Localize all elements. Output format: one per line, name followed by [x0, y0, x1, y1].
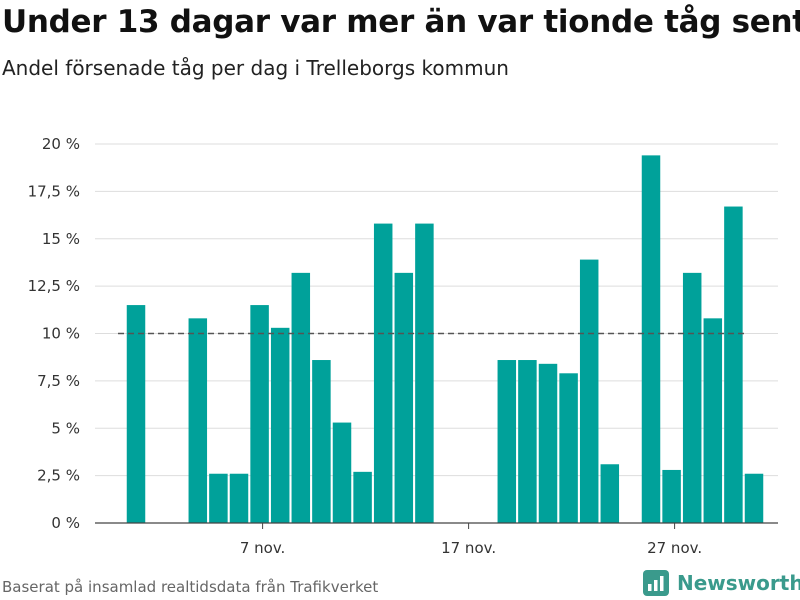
bar: [353, 471, 372, 523]
bar: [312, 360, 331, 523]
y-tick-label: 20 %: [42, 135, 80, 153]
y-tick-label: 7,5 %: [37, 372, 80, 390]
bar: [291, 272, 311, 523]
y-tick-label: 15 %: [42, 230, 80, 248]
bar: [209, 473, 228, 523]
bar: [518, 360, 537, 523]
bar: [126, 305, 146, 523]
bar: [579, 259, 599, 523]
bar: [600, 464, 620, 523]
newsworthy-chart-logo-icon: [643, 570, 669, 596]
bar: [373, 223, 393, 523]
bar: [250, 305, 269, 523]
chart-subtitle: Andel försenade tåg per dag i Trelleborg…: [2, 56, 509, 80]
x-tick-label: 7 nov.: [240, 539, 285, 557]
source-note: Baserat på insamlad realtidsdata från Tr…: [2, 578, 379, 596]
bar: [641, 155, 661, 523]
bar: [415, 223, 434, 523]
bar: [229, 473, 249, 523]
bar: [332, 422, 352, 523]
bar: [497, 360, 517, 523]
bar: [394, 272, 414, 523]
y-tick-label: 2,5 %: [37, 467, 80, 485]
bar: [559, 373, 578, 523]
chart-title: Under 13 dagar var mer än var tionde tåg…: [2, 4, 800, 40]
bar: [703, 318, 723, 523]
newsworthy-logo: Newsworthy: [643, 570, 800, 596]
bar: [538, 363, 558, 523]
y-tick-label: 0 %: [51, 514, 80, 532]
y-tick-label: 5 %: [51, 419, 80, 437]
brand-name: Newsworthy: [677, 571, 800, 595]
bar: [188, 318, 208, 523]
bar: [270, 327, 290, 523]
y-tick-label: 12,5 %: [28, 277, 80, 295]
bar: [744, 473, 764, 523]
bar: [724, 206, 743, 523]
bar: [662, 469, 681, 523]
x-tick-label: 17 nov.: [441, 539, 496, 557]
y-tick-label: 10 %: [42, 325, 80, 343]
x-tick-label: 27 nov.: [647, 539, 702, 557]
y-tick-label: 17,5 %: [28, 182, 80, 200]
bar: [682, 272, 702, 523]
